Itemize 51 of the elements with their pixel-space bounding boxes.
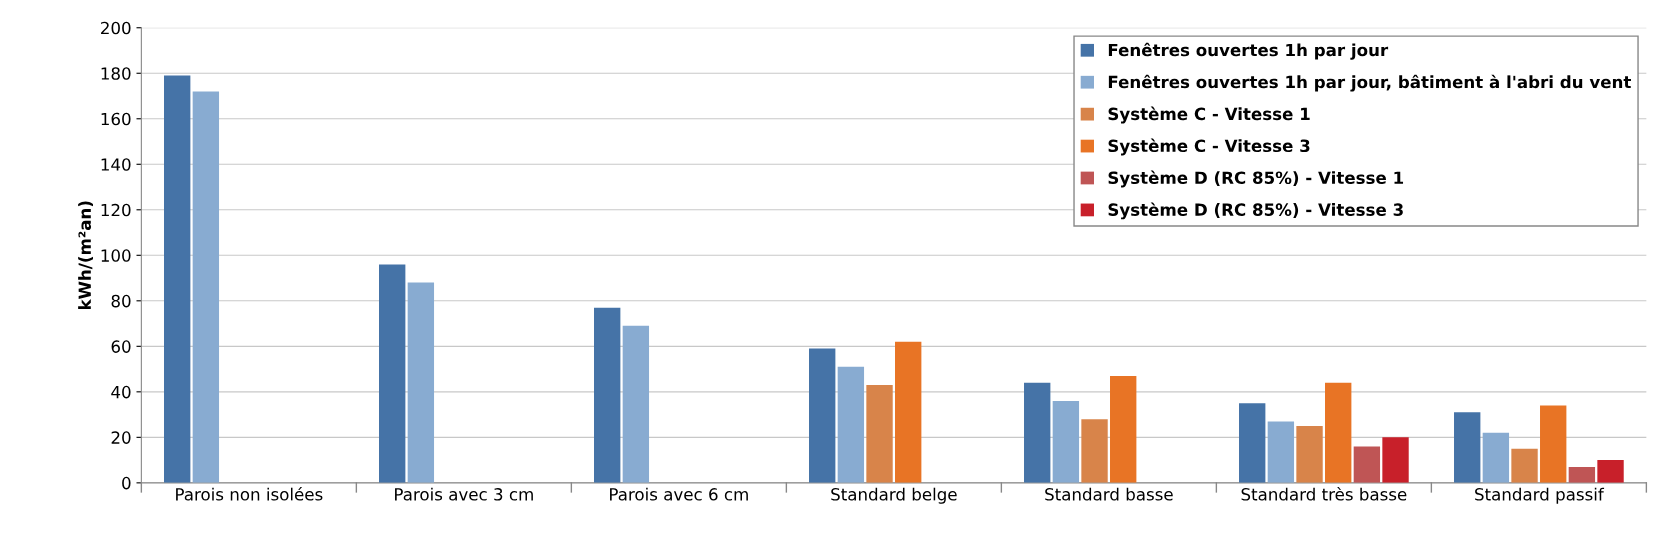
bar: [809, 348, 836, 483]
bar: [1110, 375, 1137, 483]
legend-label: Fenêtres ouvertes 1h par jour: [1108, 42, 1389, 60]
bar: [407, 282, 435, 483]
legend-label: Fenêtres ouvertes 1h par jour, bâtiment à l'abri du vent: [1108, 74, 1631, 92]
bar: [1296, 425, 1323, 483]
x-tick-label: Parois non isolées: [176, 487, 323, 501]
bar: [1482, 432, 1510, 483]
bar: [622, 325, 650, 483]
x-tick-label: Standard passif: [1475, 487, 1605, 504]
bar: [1540, 405, 1567, 483]
x-tick-label: Standard belge: [831, 487, 957, 504]
y-axis-title: kWh/(m²an): [78, 201, 93, 310]
bar: [192, 91, 220, 483]
bar: [1052, 400, 1080, 483]
bar: [1597, 460, 1624, 483]
y-tick-label: 200: [101, 21, 131, 35]
bar: [1454, 412, 1481, 483]
y-tick-label: 140: [101, 158, 131, 171]
bar: [164, 75, 191, 483]
y-tick-label: 180: [101, 67, 131, 80]
bar: [895, 341, 922, 483]
x-tick-label: Standard très basse: [1241, 487, 1407, 501]
bar: [379, 264, 406, 483]
legend-label: Système D (RC 85%) - Vitesse 1: [1108, 170, 1404, 188]
x-tick-label: Standard basse: [1045, 487, 1173, 501]
x-tick-label: Parois avec 3 cm: [395, 487, 533, 501]
y-tick-label: 60: [111, 340, 131, 353]
x-tick-label: Parois avec 6 cm: [610, 487, 748, 501]
bar: [1568, 466, 1596, 483]
bar: [1325, 382, 1352, 483]
y-tick-label: 100: [101, 249, 131, 262]
bar: [1511, 448, 1538, 483]
legend-label: Système D (RC 85%) - Vitesse 3: [1108, 202, 1403, 220]
legend-label: Système C - Vitesse 1: [1108, 106, 1310, 124]
bar: [1353, 446, 1381, 483]
y-tick-label: 40: [111, 385, 131, 399]
bar: [866, 385, 893, 483]
bar: [1267, 421, 1295, 483]
y-tick-label: 80: [111, 294, 131, 308]
bar: [1382, 437, 1409, 483]
legend-label: Système C - Vitesse 3: [1108, 138, 1310, 156]
y-tick-label: 0: [122, 476, 131, 490]
bar: [1239, 403, 1266, 483]
y-tick-label: 120: [101, 203, 131, 217]
y-tick-label: 160: [101, 112, 131, 126]
y-tick-label: 20: [111, 431, 131, 444]
bar: [837, 366, 865, 483]
bar: [594, 307, 621, 483]
bar: [1024, 382, 1051, 483]
bar: [1081, 419, 1108, 483]
